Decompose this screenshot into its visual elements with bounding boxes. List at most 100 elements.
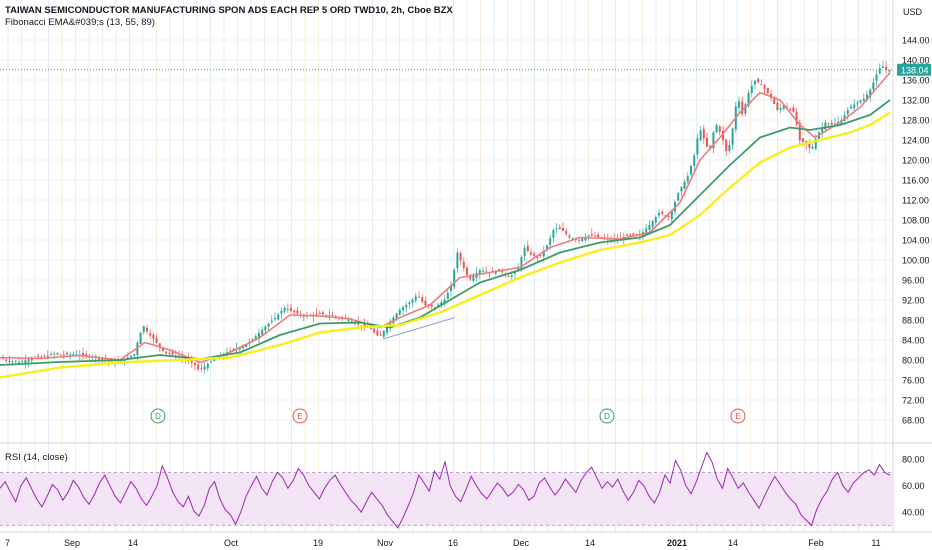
price-tick-label: 72.00 bbox=[902, 396, 925, 406]
candle-body bbox=[853, 104, 856, 109]
candle-body bbox=[469, 276, 472, 280]
candle-body bbox=[878, 68, 881, 74]
candle-body bbox=[843, 115, 846, 121]
candle-body bbox=[213, 359, 216, 361]
candle-body bbox=[466, 267, 468, 275]
candle-body bbox=[11, 361, 14, 363]
candle-body bbox=[101, 358, 104, 360]
candle-body bbox=[277, 314, 280, 320]
trendline bbox=[382, 317, 456, 340]
earnings-marker-circle bbox=[730, 408, 746, 424]
candle-body bbox=[459, 252, 462, 261]
candle-body bbox=[290, 308, 292, 311]
candle-body bbox=[702, 128, 705, 139]
candle-body bbox=[123, 359, 126, 363]
candle-body bbox=[872, 82, 875, 90]
candle-body bbox=[14, 360, 17, 362]
candle-body bbox=[408, 302, 411, 305]
candle-body bbox=[779, 107, 782, 110]
candle-body bbox=[363, 323, 366, 327]
rsi-tick-label: 80.00 bbox=[902, 455, 925, 465]
candle-body bbox=[200, 368, 203, 370]
candle-body bbox=[578, 239, 580, 241]
candle-body bbox=[795, 111, 798, 125]
candle-body bbox=[725, 139, 728, 151]
candle-body bbox=[155, 338, 158, 343]
candle-body bbox=[136, 342, 139, 356]
time-tick-label: 2021 bbox=[667, 538, 687, 548]
candle-body bbox=[811, 147, 814, 149]
rsi-series-line bbox=[0, 451, 891, 529]
dividend-marker[interactable]: D bbox=[150, 408, 166, 424]
price-tick-label: 108.00 bbox=[902, 216, 930, 226]
candle-body bbox=[834, 123, 836, 125]
candle-body bbox=[827, 123, 830, 125]
candle-body bbox=[411, 299, 414, 303]
earnings-marker[interactable]: E bbox=[292, 408, 308, 424]
candle-body bbox=[651, 221, 654, 227]
time-tick-label: Dec bbox=[513, 538, 530, 548]
dividend-marker-label: D bbox=[155, 412, 161, 421]
candle-body bbox=[645, 228, 648, 234]
candle-body bbox=[648, 225, 651, 230]
candle-body bbox=[683, 181, 686, 189]
candle-body bbox=[798, 122, 801, 141]
price-tick-label: 76.00 bbox=[902, 376, 925, 386]
candle-body bbox=[715, 125, 718, 133]
candle-body bbox=[450, 285, 452, 291]
price-tick-label: 124.00 bbox=[902, 136, 930, 146]
candle-body bbox=[5, 359, 8, 361]
candle-body bbox=[661, 211, 664, 214]
candle-body bbox=[597, 234, 600, 238]
last-price-badge bbox=[897, 63, 931, 76]
candle-body bbox=[149, 333, 152, 336]
earnings-marker[interactable]: E bbox=[730, 408, 746, 424]
candle-body bbox=[85, 354, 88, 356]
candle-body bbox=[888, 70, 891, 72]
candle-body bbox=[370, 327, 372, 330]
candle-body bbox=[728, 145, 731, 151]
candle-body bbox=[587, 235, 590, 237]
candle-body bbox=[507, 276, 510, 278]
candle-body bbox=[741, 101, 744, 115]
candle-body bbox=[792, 107, 795, 112]
candle-body bbox=[152, 334, 155, 339]
candle-body bbox=[498, 268, 500, 271]
candle-body bbox=[264, 326, 267, 331]
candle-body bbox=[782, 105, 785, 109]
candle-body bbox=[802, 138, 804, 142]
candle-body bbox=[251, 339, 254, 341]
candle-body bbox=[882, 66, 884, 68]
indicator-legend[interactable]: Fibonacci EMA&#039;s (13, 55, 89) bbox=[5, 17, 155, 28]
candle-body bbox=[434, 307, 436, 309]
candle-body bbox=[376, 330, 379, 336]
candle-body bbox=[360, 325, 363, 327]
dividend-marker[interactable]: D bbox=[599, 408, 615, 424]
candle-body bbox=[315, 313, 318, 315]
candle-body bbox=[120, 360, 123, 362]
time-tick-label: Nov bbox=[377, 538, 394, 548]
rsi-legend[interactable]: RSI (14, close) bbox=[5, 452, 68, 463]
time-tick-label: Oct bbox=[224, 538, 239, 548]
candle-body bbox=[846, 110, 849, 115]
candle-body bbox=[197, 364, 200, 370]
candle-body bbox=[379, 334, 382, 336]
candle-body bbox=[750, 86, 753, 93]
candle-body bbox=[443, 299, 446, 305]
currency-label[interactable]: USD bbox=[903, 7, 923, 17]
ema89-line bbox=[0, 111, 891, 379]
candle-body bbox=[18, 361, 20, 363]
candle-body bbox=[763, 85, 766, 89]
candle-body bbox=[686, 176, 689, 182]
candle-body bbox=[514, 272, 516, 274]
candle-body bbox=[325, 314, 328, 316]
candle-body bbox=[680, 186, 683, 192]
candle-body bbox=[453, 269, 456, 287]
candle-body bbox=[472, 276, 475, 281]
candle-body bbox=[395, 313, 398, 319]
price-tick-label: 136.00 bbox=[902, 76, 930, 86]
candle-body bbox=[850, 106, 852, 109]
price-tick-label: 96.00 bbox=[902, 276, 925, 286]
candle-body bbox=[462, 261, 465, 268]
